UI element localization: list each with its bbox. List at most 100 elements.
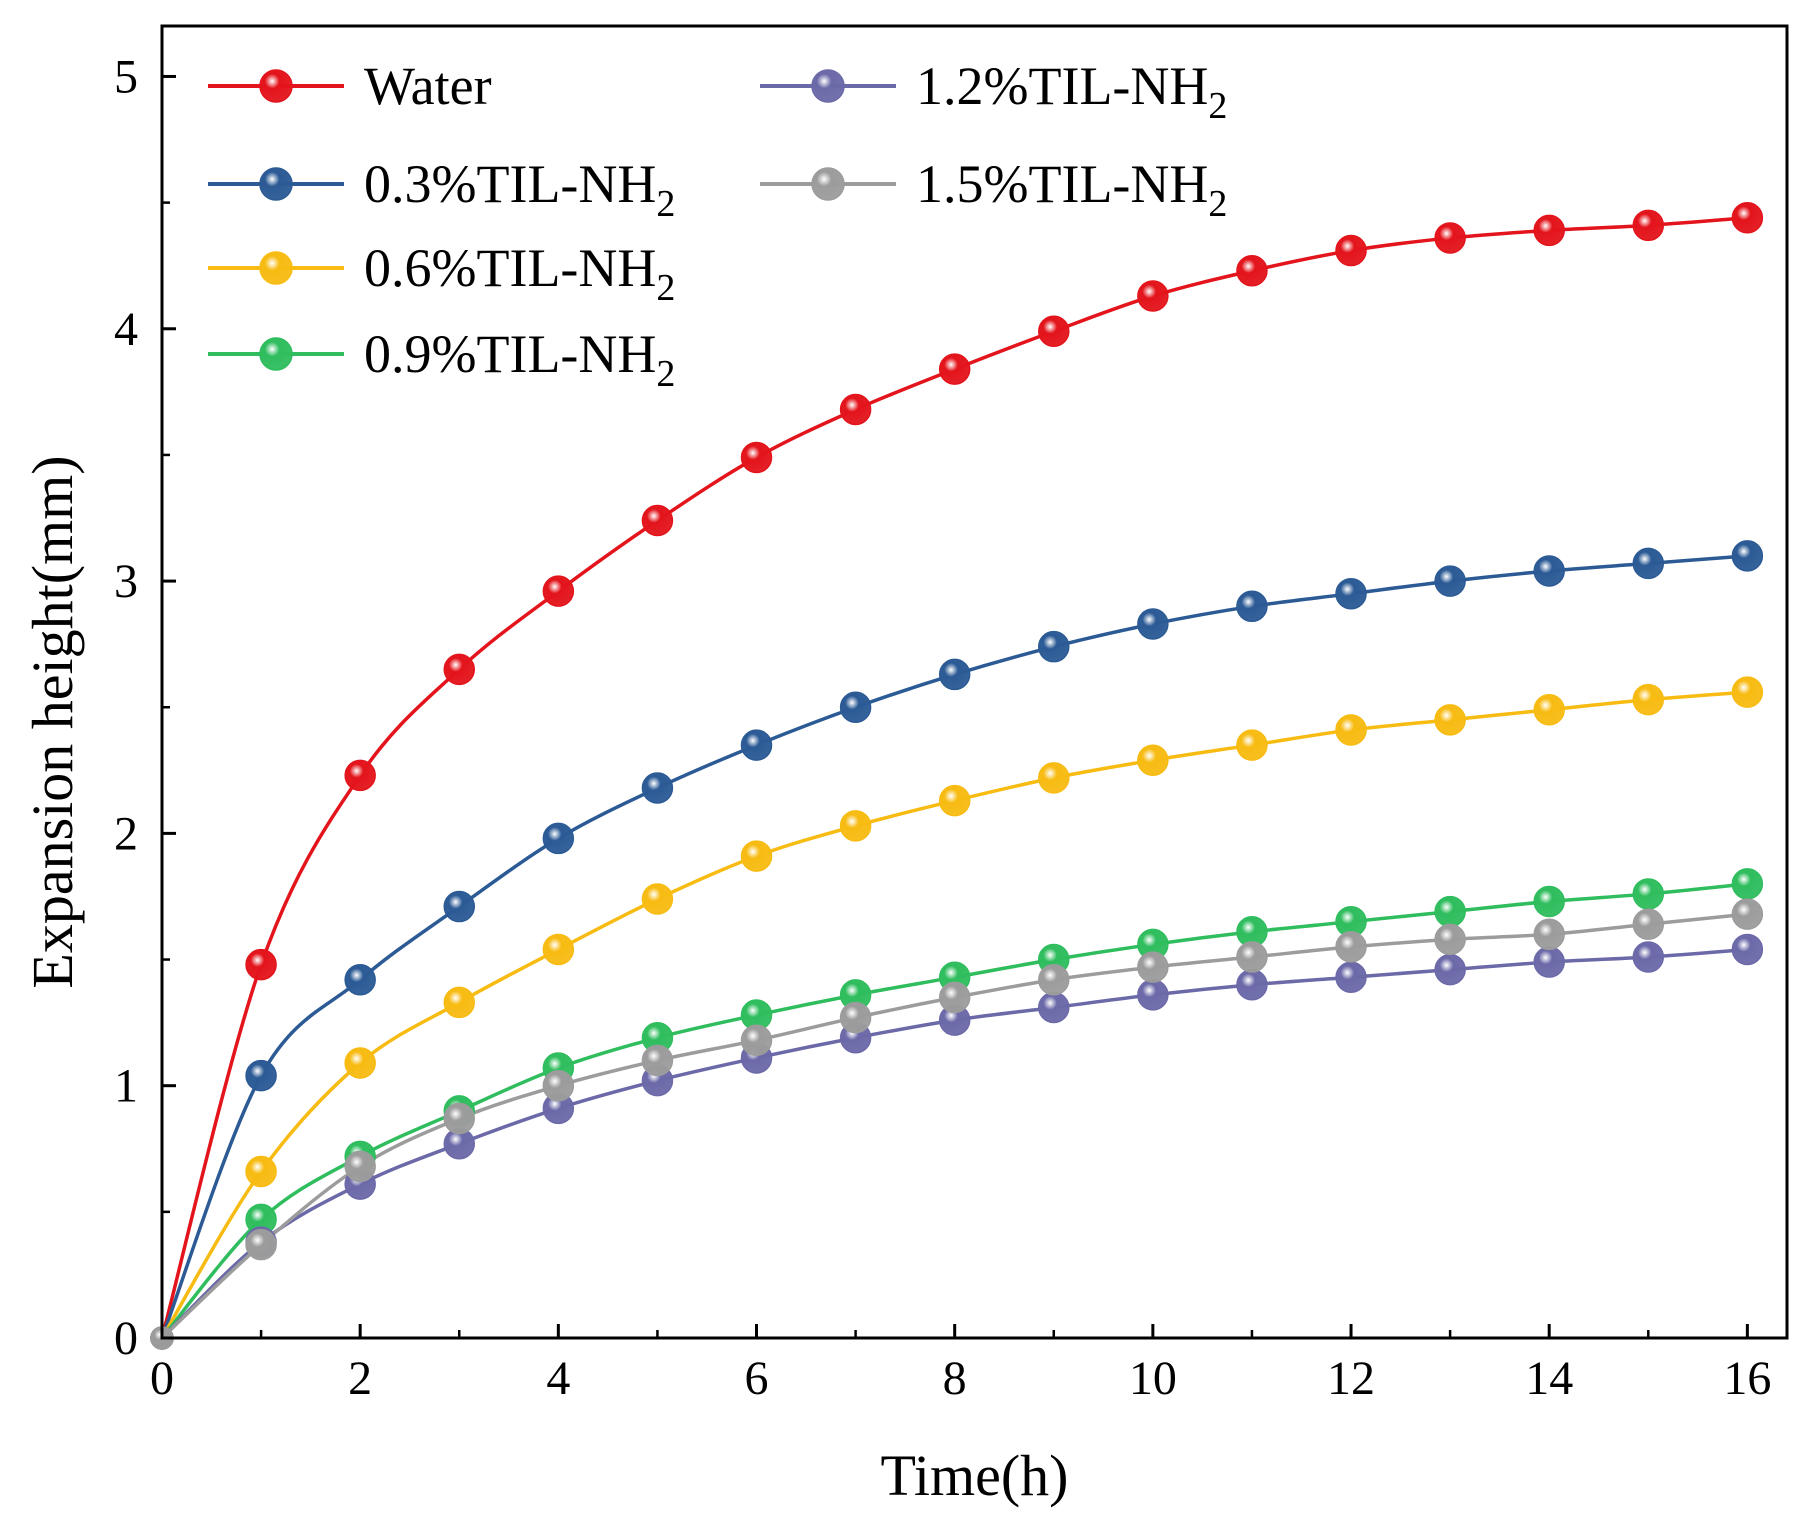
series-1-point (1434, 565, 1466, 597)
series-1-point (740, 729, 773, 761)
series-0-point (542, 575, 575, 607)
legend-label-main: 1.2%TIL-NH (916, 56, 1208, 116)
legend-label: 0.6%TIL-NH2 (364, 238, 675, 309)
legend-label-subscript: 2 (656, 267, 675, 309)
series-0-point (1137, 280, 1169, 312)
series-0-point (1632, 209, 1665, 242)
series-2-point (740, 840, 773, 872)
series-1-point (839, 691, 872, 723)
series-5-point (839, 1001, 872, 1034)
series-line-3 (160, 882, 1748, 1340)
legend-label-subscript: 2 (1208, 85, 1227, 127)
series-1-point (1632, 547, 1665, 580)
x-tick-label: 10 (1129, 1352, 1177, 1405)
series-1-point (245, 1059, 277, 1092)
series-4-point (1038, 991, 1070, 1024)
series-0-point (938, 353, 971, 385)
series-0-point (839, 393, 872, 426)
y-tick-label: 2 (114, 807, 138, 860)
legend-marker (259, 69, 293, 103)
series-1-point (344, 963, 376, 996)
series-2-point (1731, 676, 1764, 708)
legend-label-subscript: 2 (656, 353, 675, 395)
series-0-point (344, 759, 376, 792)
series-5-point (542, 1069, 575, 1102)
legend-marker (259, 337, 293, 371)
series-5-point (1632, 908, 1665, 940)
series-3-point (1632, 878, 1665, 910)
series-1-point (641, 772, 674, 804)
legend-entry-5: 1.5%TIL-NH2 (760, 154, 1227, 225)
series-2-point (1335, 714, 1367, 746)
series-5-point (1038, 963, 1070, 996)
series-layer (150, 202, 1764, 1350)
series-5-point (641, 1044, 674, 1077)
x-tick-label: 6 (745, 1352, 769, 1405)
series-4-point (1137, 979, 1169, 1011)
legend-entry-3: 0.9%TIL-NH2 (208, 324, 675, 395)
x-axis-label: Time(h) (881, 1443, 1069, 1508)
series-1-point (1236, 590, 1268, 623)
series-5-point (740, 1024, 773, 1057)
x-tick-label: 4 (546, 1352, 570, 1405)
x-tick-label: 12 (1327, 1352, 1375, 1405)
series-5-point (1731, 898, 1764, 930)
series-1-point (1137, 608, 1169, 640)
y-tick-label: 1 (114, 1060, 138, 1113)
series-line-0 (160, 216, 1748, 1339)
legend-label-main: 1.5%TIL-NH (916, 154, 1208, 214)
legend-entry-1: 0.3%TIL-NH2 (208, 154, 675, 225)
series-2-point (344, 1047, 376, 1079)
plot-frame (160, 24, 1789, 1340)
series-0-point (1038, 315, 1070, 348)
y-tick-label: 4 (114, 303, 138, 356)
series-0-point (740, 441, 773, 474)
series-5-point (344, 1150, 376, 1183)
legend-marker (811, 167, 845, 201)
series-4-point (1731, 933, 1764, 966)
legend-entry-2: 0.6%TIL-NH2 (208, 238, 675, 309)
legend-entry-4: 1.2%TIL-NH2 (760, 56, 1227, 127)
legend-label: 0.9%TIL-NH2 (364, 324, 675, 395)
series-2-point (1038, 762, 1070, 794)
series-1-point (1731, 540, 1764, 572)
series-2-point (1533, 694, 1565, 726)
series-1-point (1038, 630, 1070, 663)
series-3-point (1434, 895, 1466, 928)
series-4-point (1632, 941, 1665, 973)
legend-label: Water (364, 56, 492, 116)
y-axis-ticks: 0 1 2 3 4 5 (114, 50, 176, 1365)
series-5-point (1137, 951, 1169, 983)
series-2-point (641, 883, 674, 915)
series-2-point (1632, 683, 1665, 716)
series-2-point (938, 784, 971, 817)
legend-label-main: 0.9%TIL-NH (364, 324, 656, 384)
legend-label: 0.3%TIL-NH2 (364, 154, 675, 225)
series-5-point (1434, 923, 1466, 956)
series-0-point (1434, 222, 1466, 254)
legend-entry-0: Water (208, 56, 492, 116)
x-tick-label: 0 (150, 1352, 174, 1405)
series-0-point (1335, 234, 1367, 267)
series-1-point (1533, 555, 1565, 587)
series-5-point (1335, 931, 1367, 963)
series-2-point (443, 986, 476, 1019)
series-2-point (839, 810, 872, 842)
x-tick-label: 8 (943, 1352, 967, 1405)
series-0-point (1533, 214, 1565, 247)
legend-marker (259, 167, 293, 201)
x-tick-label: 14 (1525, 1352, 1573, 1405)
legend-label-subscript: 2 (1208, 183, 1227, 225)
legend-marker (811, 69, 845, 103)
series-5-point (1533, 918, 1565, 951)
legend-label-main: 0.3%TIL-NH (364, 154, 656, 214)
series-2-point (245, 1155, 277, 1188)
y-tick-label: 0 (114, 1312, 138, 1365)
legend-label-subscript: 2 (656, 183, 675, 225)
series-5-point (938, 981, 971, 1014)
series-0-point (641, 504, 674, 537)
x-tick-label: 2 (348, 1352, 372, 1405)
series-0-point (1731, 202, 1764, 234)
legend-label: 1.2%TIL-NH2 (916, 56, 1227, 127)
